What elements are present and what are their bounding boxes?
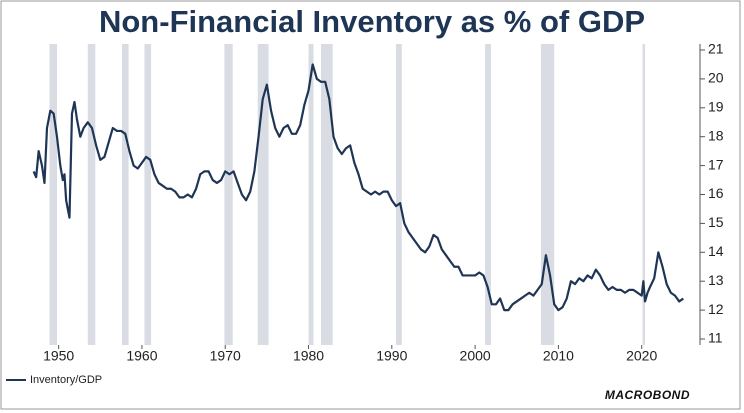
y-tick-label: 21 bbox=[708, 41, 724, 57]
y-tick-label: 20 bbox=[708, 70, 724, 86]
recession-band bbox=[144, 44, 152, 345]
y-tick-label: 16 bbox=[708, 185, 724, 201]
source-logo: MACROBOND bbox=[605, 388, 690, 402]
x-tick-label: 1990 bbox=[376, 348, 407, 364]
y-tick-label: 11 bbox=[708, 330, 723, 346]
x-tick-label: 1960 bbox=[126, 348, 157, 364]
x-tick-label: 2000 bbox=[460, 348, 491, 364]
recession-band bbox=[540, 44, 555, 345]
recession-band bbox=[121, 44, 129, 345]
recession-band bbox=[485, 44, 491, 345]
x-tick-label: 2010 bbox=[543, 348, 574, 364]
recession-band bbox=[257, 44, 269, 345]
recession-band bbox=[49, 44, 57, 345]
y-tick-label: 18 bbox=[708, 127, 724, 143]
recession-band bbox=[308, 44, 314, 345]
legend-label: Inventory/GDP bbox=[30, 374, 102, 386]
recession-band bbox=[87, 44, 96, 345]
y-tick-label: 13 bbox=[708, 272, 724, 288]
y-tick-label: 15 bbox=[708, 214, 724, 230]
y-tick-label: 12 bbox=[708, 301, 724, 317]
y-tick-label: 14 bbox=[708, 243, 724, 259]
recession-band bbox=[224, 44, 233, 345]
recession-band bbox=[321, 44, 333, 345]
chart-title: Non-Financial Inventory as % of GDP bbox=[99, 4, 645, 39]
x-tick-label: 1950 bbox=[43, 348, 74, 364]
x-tick-label: 1970 bbox=[210, 348, 241, 364]
recession-band bbox=[642, 44, 646, 345]
recession-band bbox=[395, 44, 402, 345]
y-tick-label: 17 bbox=[708, 156, 724, 172]
y-tick-label: 19 bbox=[708, 99, 724, 115]
data-line bbox=[32, 63, 684, 312]
x-tick-label: 1980 bbox=[293, 348, 324, 364]
x-tick-label: 2020 bbox=[626, 348, 657, 364]
